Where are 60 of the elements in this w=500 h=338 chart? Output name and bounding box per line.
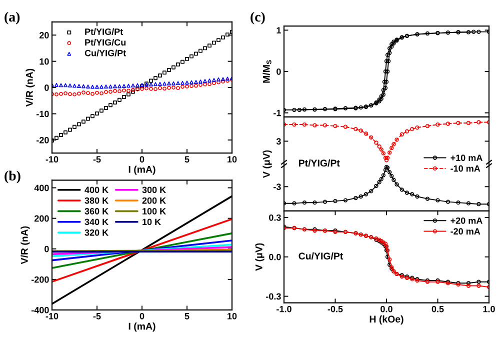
x-axis-title: I (mA) [128, 166, 156, 175]
y-tick-label: -10 [36, 110, 49, 118]
annotation: Cu/YIG/Pt [298, 252, 344, 260]
y-tick-label: 1 [276, 27, 281, 34]
y-tick-label: 3 [276, 138, 281, 145]
x-tick-label: 0 [140, 312, 144, 320]
x-tick-label: 0.5 [432, 306, 444, 312]
y-axis-title: V/R (nA) [20, 226, 30, 264]
chart-title: (a) [4, 12, 20, 24]
legend-label: 300 K [142, 186, 166, 194]
x-tick-label: 5 [184, 156, 190, 163]
y-axis-title: V (μV) [262, 150, 272, 178]
legend-label: 100 K [142, 208, 166, 214]
x-tick-label: -5 [93, 156, 101, 163]
legend-label: 10 K [142, 218, 161, 226]
x-tick-label: -5 [93, 313, 101, 320]
y-tick-label: 0 [44, 84, 49, 91]
x-axis-title: H (kOe) [370, 315, 404, 324]
y-axis-title: M/M$_{S}$ [262, 60, 272, 83]
y-tick-label: 10 [40, 58, 49, 65]
x-tick-label: 0 [140, 156, 144, 163]
legend-label: 360 K [84, 208, 109, 214]
y-tick-label: 0.0 [269, 254, 281, 260]
chart-title: (c) [250, 12, 265, 24]
legend-label: 400 K [84, 186, 109, 194]
x-tick-label: 1.0 [483, 306, 495, 312]
legend-label: Cu/YIG/Pt [84, 50, 126, 56]
x-tick-label: 0.0 [380, 306, 392, 312]
x-tick-label: -0.5 [328, 306, 343, 312]
x-tick-label: 10 [228, 156, 237, 163]
legend-label: 340 K [84, 218, 109, 226]
chart-title: (b) [4, 170, 20, 184]
legend-label: Pt/YIG/Cu [85, 38, 126, 46]
legend-label: Pt/YIG/Pt [85, 28, 124, 36]
y-tick-label: 400 [34, 184, 49, 192]
x-tick-label: 10 [228, 312, 237, 320]
legend-label: +20 mA [450, 217, 482, 224]
y-tick-label: -400 [32, 306, 49, 314]
y-tick-label: -0.3 [266, 293, 281, 300]
x-axis-title: I (mA) [128, 322, 156, 332]
y-tick-label: 0 [276, 68, 281, 75]
legend-label: 200 K [142, 197, 166, 204]
y-tick-label: -20 [36, 136, 49, 144]
legend-label: -20 mA [450, 228, 480, 235]
x-tick-label: 5 [184, 313, 190, 320]
legend-label: 320 K [84, 229, 109, 236]
y-tick-label: -200 [32, 276, 49, 283]
legend-label: -10 mA [450, 165, 480, 172]
y-tick-label: -3 [274, 184, 281, 190]
x-tick-label: -1.0 [276, 306, 292, 312]
y-tick-label: 200 [34, 215, 49, 222]
legend-label: 380 K [84, 197, 109, 204]
y-axis-title: V/R (nA) [26, 68, 35, 107]
y-tick-label: 20 [39, 32, 49, 38]
annotation: Pt/YIG/Pt [299, 159, 340, 167]
y-tick-label: -1 [274, 110, 281, 116]
legend-label: +10 mA [450, 154, 482, 162]
y-tick-label: 0 [44, 246, 49, 252]
y-tick-label: 0.3 [269, 214, 281, 221]
y-axis-title: V (μV) [255, 243, 264, 271]
